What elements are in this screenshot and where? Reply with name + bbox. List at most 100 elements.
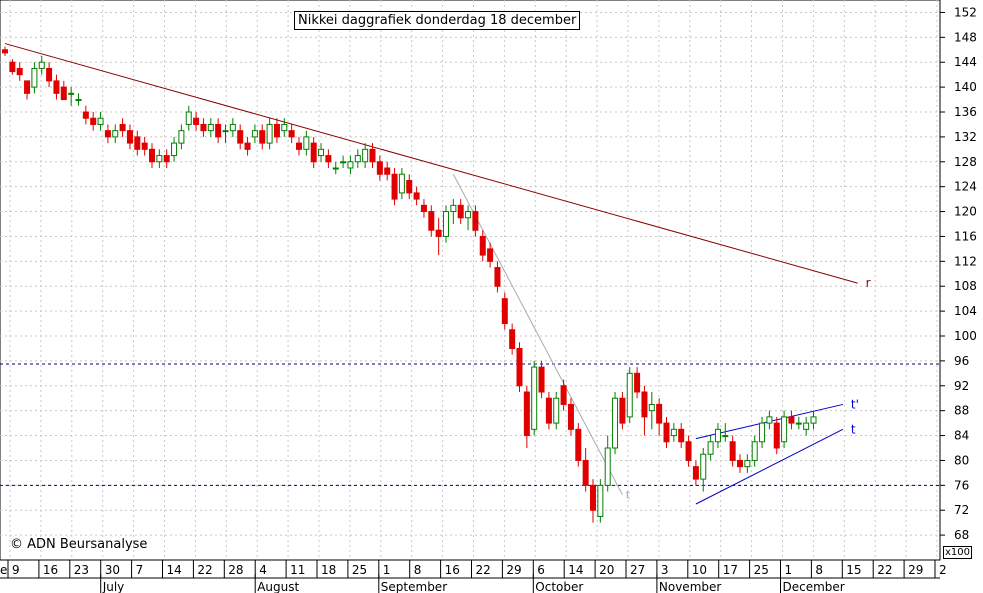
x-day-label: 23 (74, 563, 89, 577)
candle-body (729, 441, 736, 461)
candle-body (656, 403, 663, 424)
x-day-label: 1 (785, 563, 793, 577)
candle-body (494, 267, 501, 287)
candle-body (229, 123, 236, 132)
candle-body (24, 80, 31, 94)
candle-body (369, 148, 376, 163)
candle-body (744, 459, 751, 468)
candle-body (487, 248, 494, 262)
candle-body (178, 130, 185, 144)
candle-body (104, 130, 111, 138)
x-day-label: 29 (908, 563, 923, 577)
candle-body (38, 61, 45, 69)
y-tick-label: 124 (954, 180, 977, 194)
y-tick-label: 144 (954, 55, 977, 69)
candle-body (707, 441, 714, 455)
candle-body (251, 130, 258, 138)
y-tick-label: 100 (954, 329, 977, 343)
candle-body (156, 155, 163, 163)
x-day-label: 20 (599, 563, 614, 577)
candle-body (751, 441, 758, 461)
trendline-label: t (851, 422, 856, 436)
candle-body (714, 428, 721, 443)
candle-body (722, 435, 729, 438)
candle-body (288, 130, 295, 138)
candle-body (472, 211, 479, 231)
x-edge-label: e (0, 563, 7, 577)
x-day-label: 7 (136, 563, 144, 577)
candle-body (553, 397, 560, 424)
candle-body (266, 123, 273, 144)
x-day-label: 11 (290, 563, 305, 577)
x-day-label: 3 (661, 563, 669, 577)
credit-label: © ADN Beursanalyse (10, 537, 148, 552)
x-month-label: December (783, 580, 845, 593)
candle-body (766, 416, 773, 424)
candle-body (523, 391, 530, 437)
y-tick-label: 148 (954, 30, 977, 44)
candle-body (692, 466, 699, 480)
candle-body (465, 211, 472, 219)
candle-body (509, 329, 516, 349)
candle-body (112, 130, 119, 138)
trendline (452, 173, 623, 495)
candle-body (663, 422, 670, 443)
x-day-label: 8 (414, 563, 422, 577)
y-tick-label: 128 (954, 155, 977, 169)
x-day-label: 28 (228, 563, 243, 577)
y-tick-label: 120 (954, 205, 977, 219)
x-day-label: 14 (568, 563, 583, 577)
candle-body (406, 179, 413, 194)
candle-body (200, 123, 207, 132)
x-day-label: 1 (383, 563, 391, 577)
candle-body (215, 123, 222, 138)
x-day-label: 25 (754, 563, 769, 577)
candle-body (457, 204, 464, 219)
candle-body (340, 161, 347, 164)
x-day-label: 10 (692, 563, 707, 577)
x-day-label: 14 (167, 563, 182, 577)
x-month-label: September (381, 580, 447, 593)
candle-body (303, 136, 310, 150)
candle-body (82, 111, 89, 119)
candle-body (781, 416, 788, 443)
candle-body (193, 117, 200, 125)
y-tick-label: 92 (954, 379, 969, 393)
y-tick-label: 96 (954, 354, 969, 368)
candle-body (259, 130, 266, 144)
x-day-label: 27 (630, 563, 645, 577)
trendline-label: r (866, 276, 871, 290)
candle-body (597, 484, 604, 517)
candle-body (16, 67, 23, 76)
candle-body (773, 422, 780, 449)
candle-body (670, 428, 677, 437)
candle-body (428, 211, 435, 231)
x-day-label: 2 (939, 563, 947, 577)
trendline (4, 43, 858, 284)
candle-body (207, 123, 214, 132)
x-day-label: 22 (877, 563, 892, 577)
candle-body (126, 130, 133, 144)
candle-body (604, 447, 611, 486)
candle-body (60, 86, 67, 101)
x-day-label: 30 (105, 563, 120, 577)
candle-body (590, 484, 596, 511)
candle-body (90, 117, 97, 125)
candle-body (2, 49, 8, 54)
candle-body (376, 161, 383, 175)
candle-body (141, 142, 148, 150)
candle-body (567, 403, 574, 430)
trendline-label: t (626, 489, 631, 502)
candle-body (171, 142, 178, 157)
candle-body (759, 422, 766, 443)
candle-body (443, 211, 449, 237)
candle-body (281, 123, 288, 132)
candle-body (384, 167, 391, 175)
x-day-label: 18 (321, 563, 336, 577)
candle-body (501, 298, 508, 325)
candle-body (68, 92, 75, 95)
y-tick-label: 132 (954, 130, 977, 144)
chart-title: Nikkei daggrafiek donderdag 18 december (294, 11, 581, 30)
x-day-label: 4 (259, 563, 267, 577)
